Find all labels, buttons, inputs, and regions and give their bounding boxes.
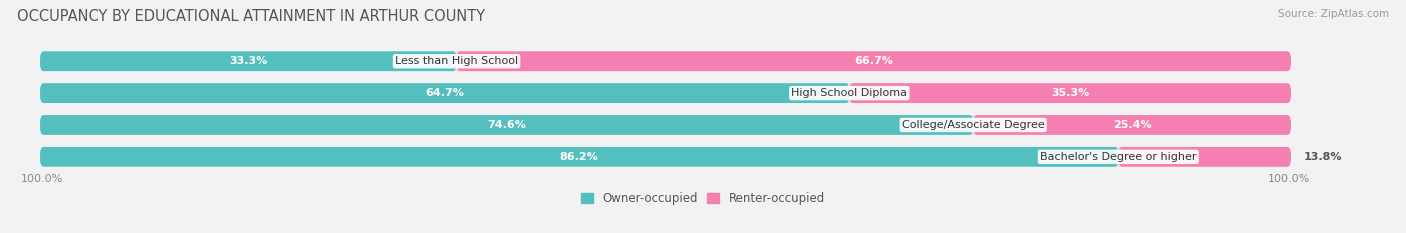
- FancyBboxPatch shape: [457, 51, 1291, 71]
- Text: 64.7%: 64.7%: [425, 88, 464, 98]
- Text: 100.0%: 100.0%: [1267, 174, 1310, 184]
- FancyBboxPatch shape: [1118, 147, 1291, 167]
- FancyBboxPatch shape: [973, 115, 1291, 135]
- Text: 33.3%: 33.3%: [229, 56, 267, 66]
- Text: 13.8%: 13.8%: [1303, 152, 1341, 162]
- Text: College/Associate Degree: College/Associate Degree: [901, 120, 1045, 130]
- FancyBboxPatch shape: [39, 83, 1291, 103]
- FancyBboxPatch shape: [849, 83, 1291, 103]
- Text: 100.0%: 100.0%: [21, 174, 63, 184]
- Text: 66.7%: 66.7%: [855, 56, 893, 66]
- FancyBboxPatch shape: [39, 147, 1291, 167]
- Text: Bachelor's Degree or higher: Bachelor's Degree or higher: [1040, 152, 1197, 162]
- FancyBboxPatch shape: [39, 51, 1291, 71]
- Text: 74.6%: 74.6%: [486, 120, 526, 130]
- Text: OCCUPANCY BY EDUCATIONAL ATTAINMENT IN ARTHUR COUNTY: OCCUPANCY BY EDUCATIONAL ATTAINMENT IN A…: [17, 9, 485, 24]
- FancyBboxPatch shape: [39, 147, 1118, 167]
- Text: 35.3%: 35.3%: [1052, 88, 1090, 98]
- FancyBboxPatch shape: [39, 51, 457, 71]
- Text: Source: ZipAtlas.com: Source: ZipAtlas.com: [1278, 9, 1389, 19]
- Legend: Owner-occupied, Renter-occupied: Owner-occupied, Renter-occupied: [581, 192, 825, 205]
- Text: High School Diploma: High School Diploma: [792, 88, 907, 98]
- FancyBboxPatch shape: [39, 115, 973, 135]
- Text: 25.4%: 25.4%: [1112, 120, 1152, 130]
- Text: 86.2%: 86.2%: [560, 152, 599, 162]
- FancyBboxPatch shape: [39, 115, 1291, 135]
- FancyBboxPatch shape: [39, 83, 849, 103]
- Text: Less than High School: Less than High School: [395, 56, 519, 66]
